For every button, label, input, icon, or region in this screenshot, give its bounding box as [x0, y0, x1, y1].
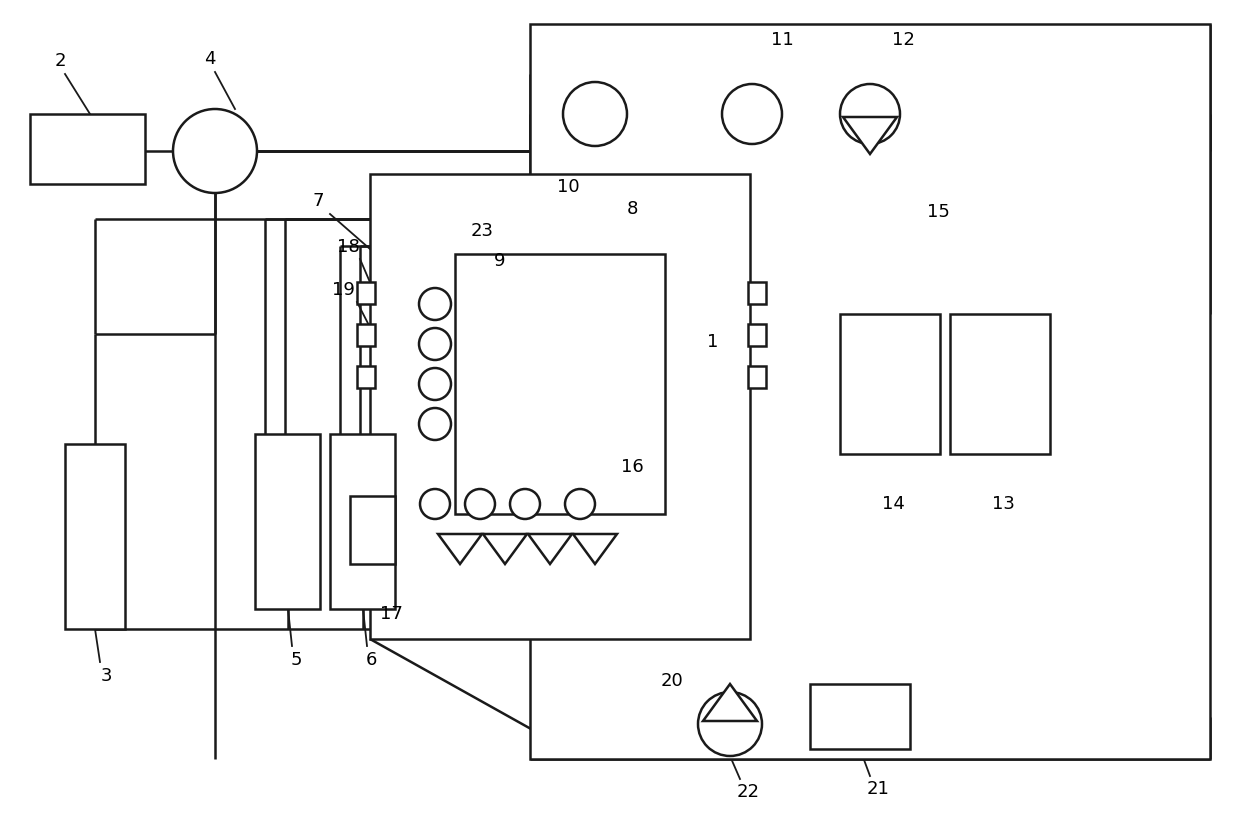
Polygon shape — [703, 684, 756, 721]
Bar — [455, 254, 665, 514]
Circle shape — [420, 489, 450, 519]
Circle shape — [419, 288, 451, 320]
Text: 14: 14 — [882, 495, 904, 513]
Bar — [330, 434, 396, 609]
Text: 12: 12 — [892, 31, 914, 49]
Bar — [748, 324, 766, 346]
Bar — [748, 282, 766, 304]
Text: 6: 6 — [366, 651, 377, 669]
Circle shape — [419, 408, 451, 440]
Text: 4: 4 — [205, 50, 216, 68]
Circle shape — [419, 368, 451, 400]
Circle shape — [465, 489, 495, 519]
Text: 1: 1 — [707, 333, 719, 351]
Polygon shape — [438, 534, 482, 564]
Text: 21: 21 — [867, 780, 889, 798]
Text: 10: 10 — [557, 178, 579, 196]
Circle shape — [563, 82, 627, 146]
Circle shape — [565, 489, 595, 519]
Text: 3: 3 — [100, 667, 112, 685]
Text: 8: 8 — [626, 200, 637, 218]
Bar — [839, 314, 940, 454]
Text: 11: 11 — [770, 31, 794, 49]
Text: 19: 19 — [331, 281, 355, 299]
Text: 7: 7 — [312, 192, 324, 210]
Bar — [350, 496, 396, 564]
Text: 23: 23 — [470, 222, 494, 240]
Bar — [357, 282, 374, 304]
Text: 15: 15 — [926, 203, 950, 221]
Bar — [357, 324, 374, 346]
Bar — [950, 314, 1050, 454]
Text: 13: 13 — [992, 495, 1014, 513]
Text: 17: 17 — [379, 605, 403, 623]
Text: 2: 2 — [55, 52, 66, 70]
Bar — [357, 366, 374, 388]
Bar — [810, 684, 910, 749]
Circle shape — [698, 692, 763, 756]
Bar — [64, 444, 125, 629]
Circle shape — [510, 489, 539, 519]
Circle shape — [174, 109, 257, 193]
Bar — [370, 174, 750, 639]
Text: 18: 18 — [336, 238, 360, 256]
Circle shape — [722, 84, 782, 144]
Bar — [748, 366, 766, 388]
Polygon shape — [843, 117, 897, 154]
Circle shape — [419, 328, 451, 360]
Circle shape — [839, 84, 900, 144]
Text: 22: 22 — [737, 783, 759, 801]
Polygon shape — [484, 534, 527, 564]
Bar — [529, 24, 1210, 759]
Bar — [255, 434, 320, 609]
Text: 16: 16 — [621, 458, 644, 476]
Text: 5: 5 — [290, 651, 301, 669]
Text: 20: 20 — [661, 672, 683, 690]
Polygon shape — [528, 534, 572, 564]
Bar — [30, 114, 145, 184]
Polygon shape — [573, 534, 618, 564]
Text: 9: 9 — [495, 252, 506, 270]
